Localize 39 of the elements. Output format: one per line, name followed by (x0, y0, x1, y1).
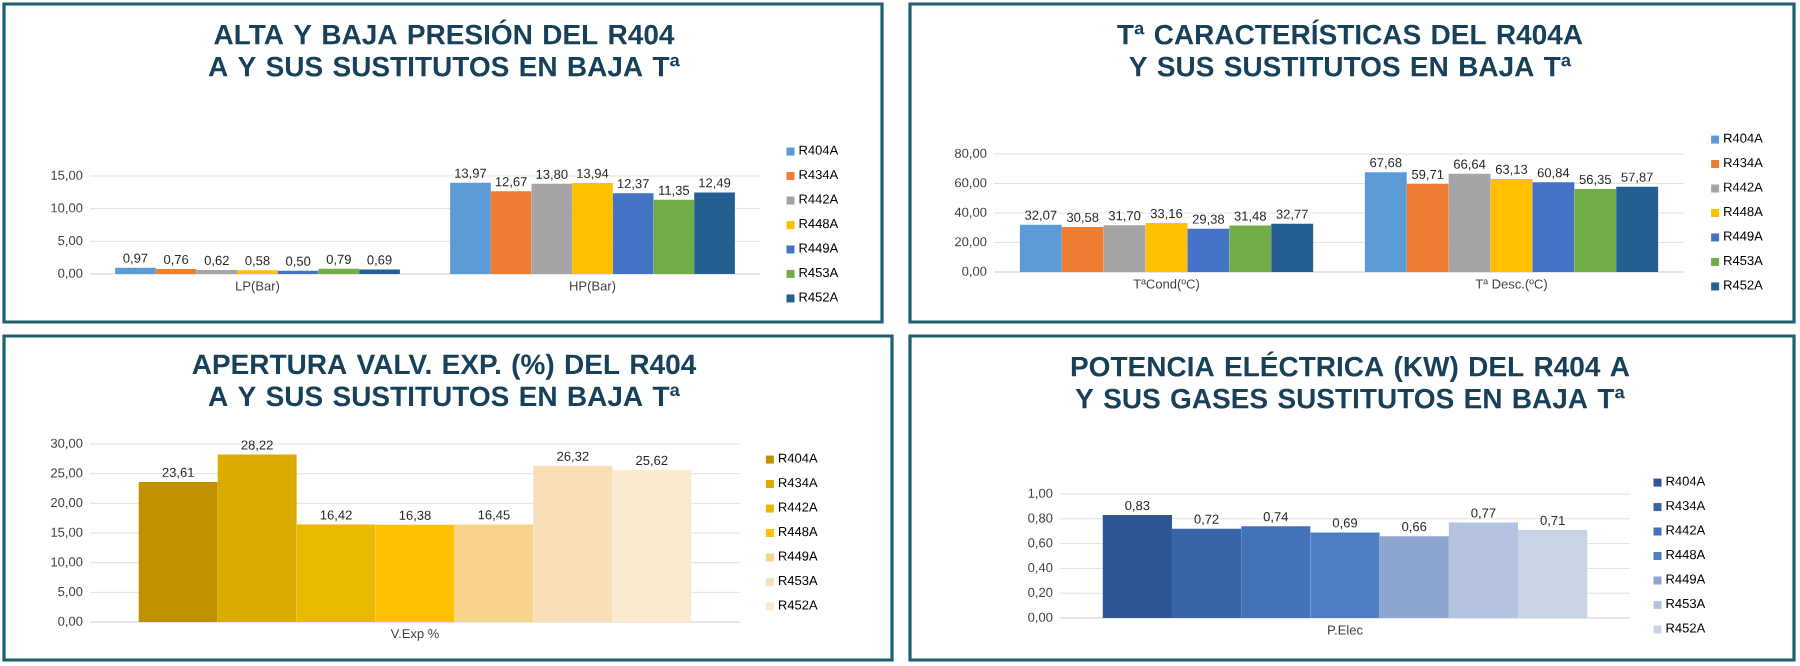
bar (115, 267, 156, 274)
bar (653, 199, 695, 274)
bar (1061, 226, 1104, 272)
bar (612, 469, 692, 622)
bar (375, 524, 455, 622)
bar (1271, 223, 1314, 272)
bar (694, 192, 735, 274)
bar (1616, 186, 1659, 272)
bar (1145, 223, 1188, 272)
bar (1518, 529, 1588, 618)
chart-title: APERTURA VALV. EXP. (%) DEL R404 A Y SUS SUSTITUTOS EN BAJA Tª (192, 353, 697, 407)
bar (490, 191, 532, 274)
bar (531, 183, 573, 274)
bar (450, 182, 491, 274)
bar (612, 193, 654, 274)
bar (1574, 188, 1617, 272)
bar (1406, 183, 1449, 272)
bar (572, 182, 613, 274)
bar (533, 465, 613, 622)
bar (318, 268, 360, 274)
bar (138, 481, 218, 622)
bar (1171, 528, 1242, 618)
bar (296, 524, 376, 622)
bar (1532, 182, 1575, 272)
chart-title: Tª CARACTERÍSTICAS DEL R404A Y SUS SUSTITUTOS EN BAJA Tª (1117, 19, 1583, 77)
bar (1187, 228, 1230, 272)
bar (454, 524, 534, 622)
bar (1448, 522, 1519, 618)
bar (1490, 178, 1533, 272)
bar (1448, 173, 1491, 272)
bar (1103, 225, 1146, 272)
bar (1379, 536, 1449, 618)
chart-title: POTENCIA ELÉCTRICA (KW) DEL R404 A Y SUS GASES SUSTITUTOS EN BAJA Tª (1071, 351, 1630, 409)
bar (1019, 224, 1062, 272)
chart-title: ALTA Y BAJA PRESIÓN DEL R404 A Y SUS SUSTITUTOS EN BAJA Tª (208, 19, 680, 77)
bar (1364, 172, 1407, 272)
bar (1102, 515, 1172, 618)
bar (217, 454, 297, 622)
bar (1229, 225, 1272, 272)
